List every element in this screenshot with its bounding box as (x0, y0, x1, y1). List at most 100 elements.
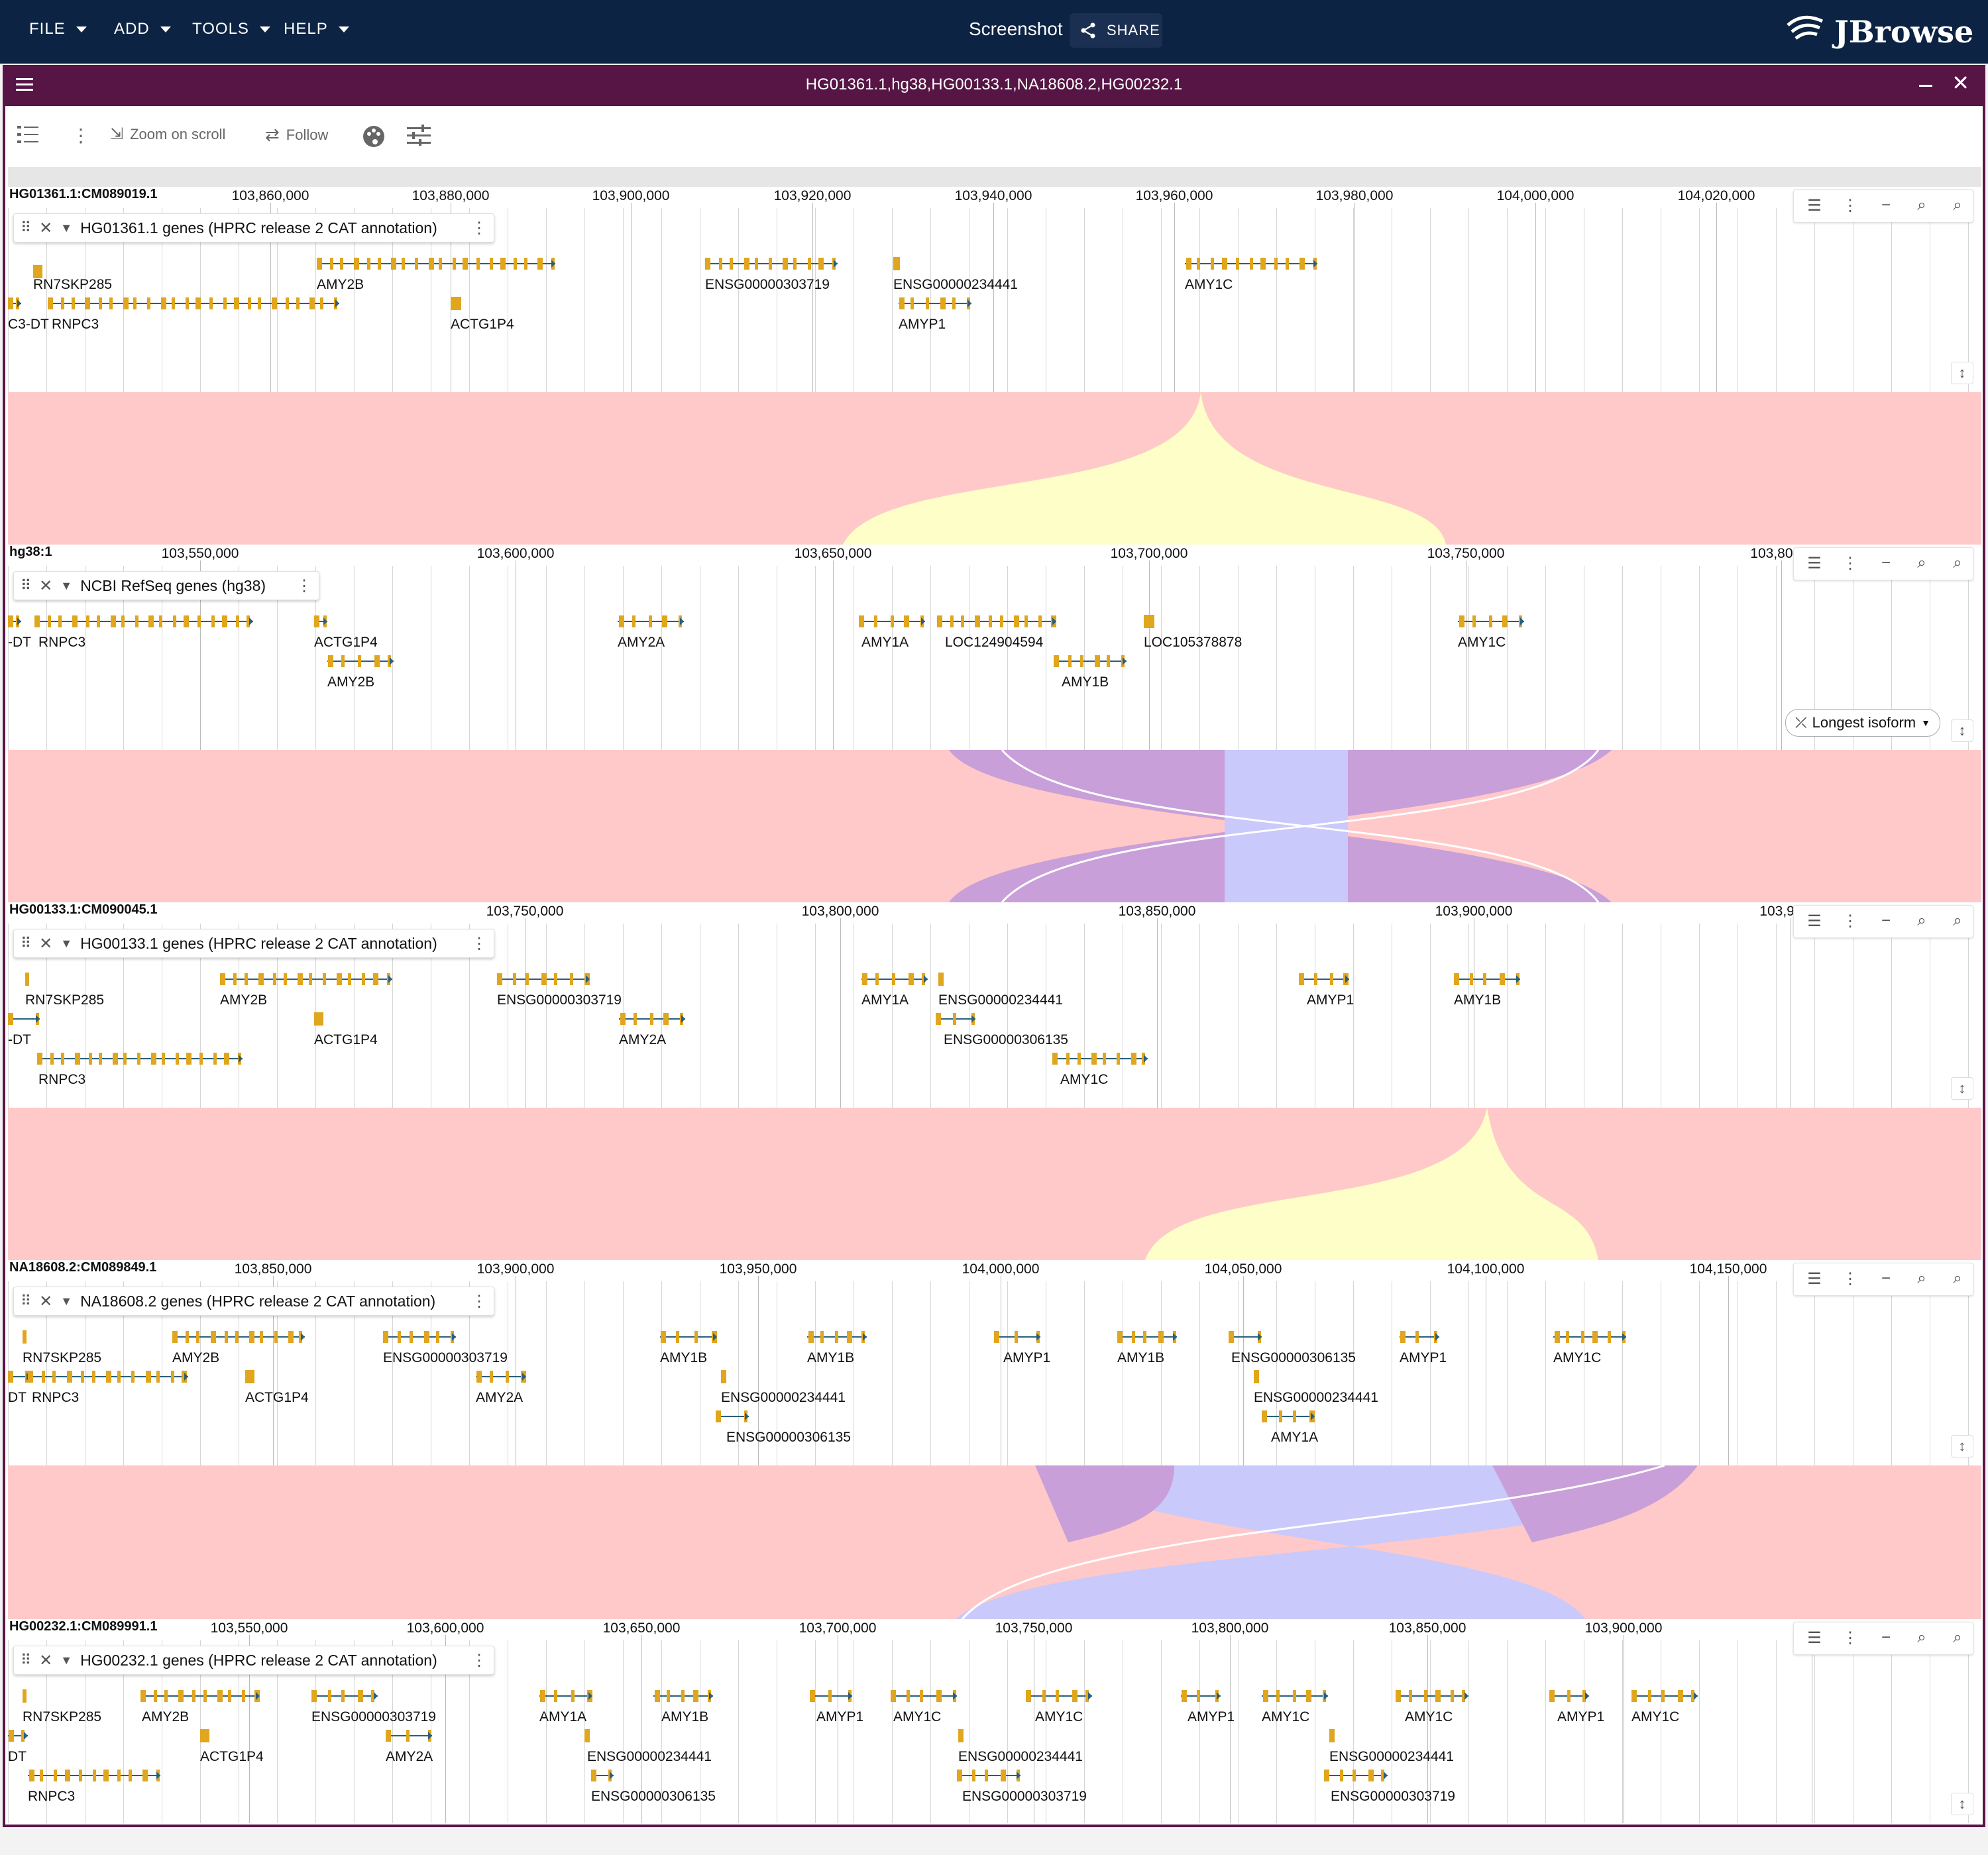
tune-icon[interactable] (407, 125, 431, 146)
more-vert-icon[interactable]: ⋮ (72, 125, 90, 146)
drag-handle-icon[interactable]: ⠿ (21, 935, 32, 951)
synteny-panel[interactable] (8, 392, 1981, 545)
gene-feature[interactable] (1117, 1329, 1177, 1345)
gene-feature[interactable] (383, 1329, 456, 1345)
gene-feature[interactable] (28, 1369, 188, 1385)
linear-genome-view-row[interactable]: HG00133.1:CM090045.1 103,750,000 103,800,0… (8, 902, 1981, 1108)
zoom-out-minus-icon[interactable]: − (1881, 196, 1891, 214)
gene-feature[interactable] (8, 1369, 30, 1385)
gene-feature[interactable] (317, 256, 555, 272)
gene-feature[interactable] (721, 1369, 726, 1385)
track-resize-handle[interactable]: ↕ (1951, 719, 1973, 742)
gene-feature[interactable] (1324, 1768, 1388, 1783)
synteny-panel[interactable] (8, 750, 1981, 902)
gene-feature[interactable] (893, 256, 900, 272)
gene-feature[interactable] (1054, 653, 1127, 669)
gene-feature[interactable] (1254, 1369, 1259, 1385)
zoom-in-icon[interactable]: ⌕ (1953, 554, 1962, 572)
track-resize-handle[interactable]: ↕ (1951, 1077, 1973, 1100)
linear-genome-view-row[interactable]: NA18608.2:CM089849.1 103,850,000 103,900,0… (8, 1260, 1981, 1465)
gene-feature[interactable] (1299, 971, 1349, 987)
menu-add[interactable]: ADD (114, 20, 171, 38)
synteny-panel[interactable] (8, 1108, 1981, 1260)
gene-feature[interactable] (861, 971, 928, 987)
gene-feature[interactable] (8, 1011, 40, 1027)
linear-genome-view-row[interactable]: HG00232.1:CM089991.1 103,550,000 103,600,0… (8, 1619, 1981, 1823)
gene-feature[interactable] (497, 971, 590, 987)
gene-feature[interactable] (200, 1728, 209, 1744)
hamburger-icon[interactable] (16, 77, 36, 93)
gene-feature[interactable] (1329, 1728, 1335, 1744)
close-track-icon[interactable]: ✕ (39, 1292, 53, 1310)
track-list-icon[interactable]: ☰ (1807, 1628, 1822, 1647)
palette-icon[interactable] (362, 125, 386, 148)
more-vert-icon[interactable]: ⋮ (1842, 1269, 1858, 1288)
track-resize-handle[interactable]: ↕ (1951, 1793, 1973, 1815)
gene-feature[interactable] (1262, 1688, 1328, 1704)
gene-feature[interactable] (859, 613, 925, 629)
drag-handle-icon[interactable]: ⠿ (21, 219, 32, 236)
zoom-out-minus-icon[interactable]: − (1881, 554, 1891, 572)
zoom-in-icon[interactable]: ⌕ (1953, 1269, 1962, 1287)
linear-genome-view-row[interactable]: hg38:1 103,550,000 103,600,000 103,650,000 1… (8, 545, 1981, 750)
gene-feature[interactable] (8, 613, 21, 629)
gene-feature[interactable] (591, 1768, 614, 1783)
gene-feature[interactable] (891, 1688, 957, 1704)
gene-feature[interactable] (1553, 1329, 1626, 1345)
gene-feature[interactable] (33, 264, 42, 280)
linear-genome-view-row[interactable]: HG01361.1:CM089019.1 103,860,000 103,880,0… (8, 187, 1981, 392)
zoom-in-icon[interactable]: ⌕ (1953, 196, 1962, 214)
gene-feature[interactable] (1229, 1329, 1262, 1345)
zoom-out-minus-icon[interactable]: − (1881, 1269, 1891, 1287)
synteny-panel[interactable] (8, 1465, 1981, 1619)
gene-feature[interactable] (25, 971, 29, 987)
gene-feature[interactable] (23, 1329, 27, 1345)
gene-feature[interactable] (716, 1408, 749, 1424)
gene-feature[interactable] (899, 295, 971, 311)
follow-button[interactable]: ⇄ Follow (265, 125, 328, 145)
gene-feature[interactable] (994, 1329, 1040, 1345)
track-menu-icon[interactable]: ⋮ (296, 576, 312, 595)
chevron-down-icon[interactable]: ▼ (60, 936, 73, 950)
close-track-icon[interactable]: ✕ (39, 934, 53, 953)
gene-feature[interactable] (140, 1688, 260, 1704)
zoom-out-icon[interactable]: ⌕ (1917, 196, 1926, 214)
gene-feature[interactable] (327, 653, 394, 669)
drag-handle-icon[interactable]: ⠿ (21, 1293, 32, 1309)
zoom-out-icon[interactable]: ⌕ (1917, 912, 1926, 929)
chevron-down-icon[interactable]: ▼ (60, 1294, 73, 1308)
close-track-icon[interactable]: ✕ (39, 219, 53, 237)
menu-file[interactable]: FILE (29, 20, 87, 38)
close-icon[interactable]: ✕ (1952, 71, 1969, 95)
track-menu-icon[interactable]: ⋮ (471, 1292, 487, 1310)
gene-feature[interactable] (619, 1011, 685, 1027)
gene-feature[interactable] (1052, 1051, 1148, 1067)
menu-help[interactable]: HELP (284, 20, 349, 38)
gene-feature[interactable] (937, 613, 1056, 629)
track-resize-handle[interactable]: ↕ (1951, 362, 1973, 384)
gene-feature[interactable] (1454, 971, 1520, 987)
gene-feature[interactable] (1144, 613, 1154, 629)
drag-handle-icon[interactable]: ⠿ (21, 1652, 32, 1668)
gene-feature[interactable] (48, 295, 339, 311)
gene-feature[interactable] (314, 1011, 323, 1027)
close-track-icon[interactable]: ✕ (39, 576, 53, 595)
gene-feature[interactable] (936, 1011, 975, 1027)
gene-feature[interactable] (28, 1768, 160, 1783)
zoom-in-icon[interactable]: ⌕ (1953, 1628, 1962, 1646)
track-selector-icon[interactable] (17, 125, 40, 144)
more-vert-icon[interactable]: ⋮ (1842, 196, 1858, 215)
isoform-select[interactable]: ⤫ Longest isoform ▼ (1785, 709, 1940, 737)
zoom-out-icon[interactable]: ⌕ (1917, 1269, 1926, 1287)
gene-feature[interactable] (938, 971, 944, 987)
gene-feature[interactable] (539, 1688, 592, 1704)
gene-feature[interactable] (653, 1688, 713, 1704)
track-header[interactable]: ⠿ ✕ ▼ NCBI RefSeq genes (hg38) ⋮ (13, 571, 319, 600)
gene-feature[interactable] (1181, 1688, 1221, 1704)
chevron-down-icon[interactable]: ▼ (60, 1653, 73, 1667)
track-menu-icon[interactable]: ⋮ (471, 934, 487, 953)
zoom-out-icon[interactable]: ⌕ (1917, 554, 1926, 572)
zoom-out-icon[interactable]: ⌕ (1917, 1628, 1926, 1646)
more-vert-icon[interactable]: ⋮ (1842, 912, 1858, 930)
gene-feature[interactable] (314, 613, 327, 629)
